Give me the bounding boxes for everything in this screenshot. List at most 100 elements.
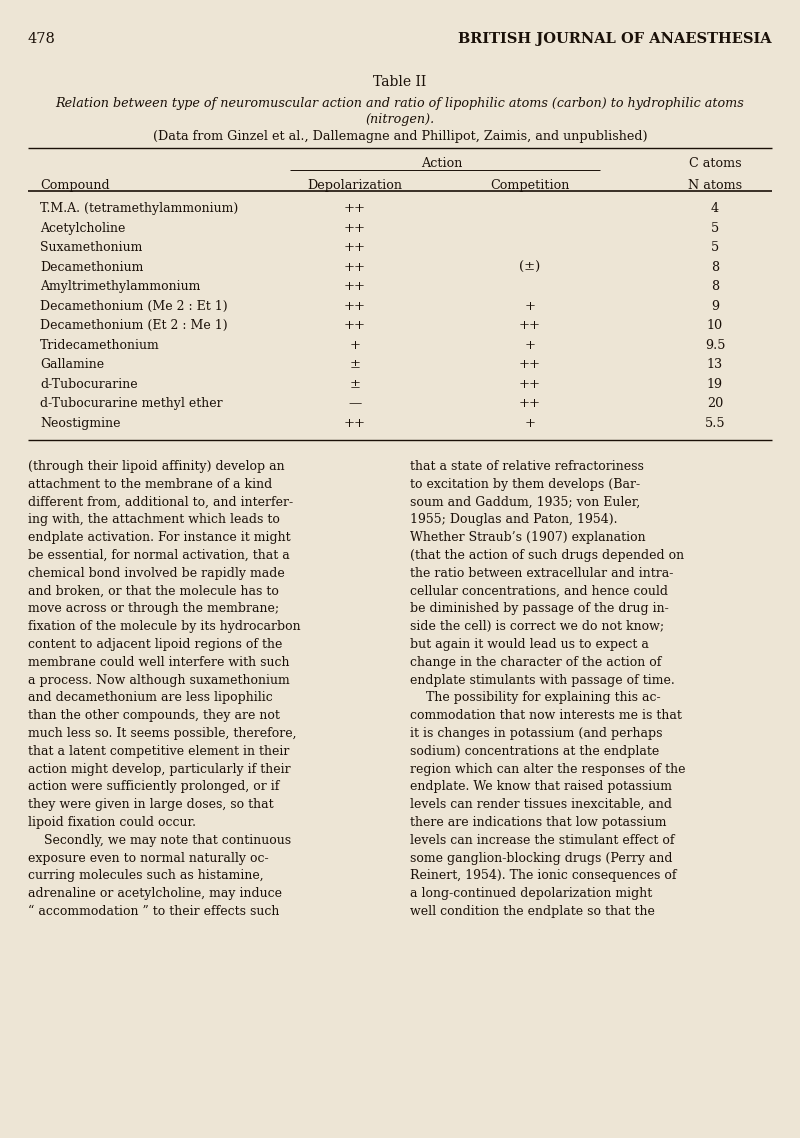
Text: and broken, or that the molecule has to: and broken, or that the molecule has to <box>28 585 279 597</box>
Text: attachment to the membrane of a kind: attachment to the membrane of a kind <box>28 478 272 490</box>
Text: +: + <box>525 417 535 429</box>
Text: 13: 13 <box>707 358 723 371</box>
Text: T.M.A. (tetramethylammonium): T.M.A. (tetramethylammonium) <box>40 203 238 215</box>
Text: they were given in large doses, so that: they were given in large doses, so that <box>28 798 274 811</box>
Text: Tridecamethonium: Tridecamethonium <box>40 338 160 352</box>
Text: endplate. We know that raised potassium: endplate. We know that raised potassium <box>410 781 672 793</box>
Text: BRITISH JOURNAL OF ANAESTHESIA: BRITISH JOURNAL OF ANAESTHESIA <box>458 32 772 46</box>
Text: the ratio between extracellular and intra-: the ratio between extracellular and intr… <box>410 567 674 579</box>
Text: content to adjacent lipoid regions of the: content to adjacent lipoid regions of th… <box>28 638 282 651</box>
Text: “ accommodation ” to their effects such: “ accommodation ” to their effects such <box>28 905 279 918</box>
Text: N atoms: N atoms <box>688 179 742 192</box>
Text: (that the action of such drugs depended on: (that the action of such drugs depended … <box>410 549 684 562</box>
Text: Whether Straub’s (1907) explanation: Whether Straub’s (1907) explanation <box>410 531 646 544</box>
Text: Secondly, we may note that continuous: Secondly, we may note that continuous <box>28 834 291 847</box>
Text: (through their lipoid affinity) develop an: (through their lipoid affinity) develop … <box>28 460 285 473</box>
Text: endplate activation. For instance it might: endplate activation. For instance it mig… <box>28 531 290 544</box>
Text: (±): (±) <box>519 261 541 273</box>
Text: d-Tubocurarine methyl ether: d-Tubocurarine methyl ether <box>40 397 222 410</box>
Text: 8: 8 <box>711 261 719 273</box>
Text: commodation that now interests me is that: commodation that now interests me is tha… <box>410 709 682 723</box>
Text: Relation between type of neuromuscular action and ratio of lipophilic atoms (car: Relation between type of neuromuscular a… <box>56 97 744 110</box>
Text: Amyltrimethylammonium: Amyltrimethylammonium <box>40 280 200 292</box>
Text: 5: 5 <box>711 222 719 234</box>
Text: soum and Gaddum, 1935; von Euler,: soum and Gaddum, 1935; von Euler, <box>410 496 640 509</box>
Text: endplate stimulants with passage of time.: endplate stimulants with passage of time… <box>410 674 674 686</box>
Text: it is changes in potassium (and perhaps: it is changes in potassium (and perhaps <box>410 727 662 740</box>
Text: ++: ++ <box>344 417 366 429</box>
Text: The possibility for explaining this ac-: The possibility for explaining this ac- <box>410 692 661 704</box>
Text: ++: ++ <box>344 280 366 292</box>
Text: region which can alter the responses of the: region which can alter the responses of … <box>410 762 686 776</box>
Text: levels can increase the stimulant effect of: levels can increase the stimulant effect… <box>410 834 674 847</box>
Text: action might develop, particularly if their: action might develop, particularly if th… <box>28 762 290 776</box>
Text: —: — <box>348 397 362 410</box>
Text: 8: 8 <box>711 280 719 292</box>
Text: some ganglion-blocking drugs (Perry and: some ganglion-blocking drugs (Perry and <box>410 851 673 865</box>
Text: Decamethonium: Decamethonium <box>40 261 143 273</box>
Text: +: + <box>350 338 361 352</box>
Text: a long-continued depolarization might: a long-continued depolarization might <box>410 888 652 900</box>
Text: Suxamethonium: Suxamethonium <box>40 241 142 254</box>
Text: ing with, the attachment which leads to: ing with, the attachment which leads to <box>28 513 280 527</box>
Text: side the cell) is correct we do not know;: side the cell) is correct we do not know… <box>410 620 664 633</box>
Text: ++: ++ <box>344 222 366 234</box>
Text: sodium) concentrations at the endplate: sodium) concentrations at the endplate <box>410 744 659 758</box>
Text: well condition the endplate so that the: well condition the endplate so that the <box>410 905 655 918</box>
Text: move across or through the membrane;: move across or through the membrane; <box>28 602 279 616</box>
Text: (Data from Ginzel et al., Dallemagne and Phillipot, Zaimis, and unpublished): (Data from Ginzel et al., Dallemagne and… <box>153 130 647 143</box>
Text: lipoid fixation could occur.: lipoid fixation could occur. <box>28 816 196 828</box>
Text: 5: 5 <box>711 241 719 254</box>
Text: exposure even to normal naturally oc-: exposure even to normal naturally oc- <box>28 851 269 865</box>
Text: adrenaline or acetylcholine, may induce: adrenaline or acetylcholine, may induce <box>28 888 282 900</box>
Text: +: + <box>525 338 535 352</box>
Text: change in the character of the action of: change in the character of the action of <box>410 655 662 669</box>
Text: Decamethonium (Me 2 : Et 1): Decamethonium (Me 2 : Et 1) <box>40 299 228 313</box>
Text: Action: Action <box>422 157 462 170</box>
Text: Competition: Competition <box>490 179 570 192</box>
Text: 4: 4 <box>711 203 719 215</box>
Text: membrane could well interfere with such: membrane could well interfere with such <box>28 655 290 669</box>
Text: Reinert, 1954). The ionic consequences of: Reinert, 1954). The ionic consequences o… <box>410 869 677 882</box>
Text: Depolarization: Depolarization <box>307 179 402 192</box>
Text: cellular concentrations, and hence could: cellular concentrations, and hence could <box>410 585 668 597</box>
Text: 1955; Douglas and Paton, 1954).: 1955; Douglas and Paton, 1954). <box>410 513 618 527</box>
Text: that a state of relative refractoriness: that a state of relative refractoriness <box>410 460 644 473</box>
Text: ++: ++ <box>519 378 541 390</box>
Text: fixation of the molecule by its hydrocarbon: fixation of the molecule by its hydrocar… <box>28 620 301 633</box>
Text: Decamethonium (Et 2 : Me 1): Decamethonium (Et 2 : Me 1) <box>40 319 228 332</box>
Text: ++: ++ <box>344 241 366 254</box>
Text: ++: ++ <box>344 299 366 313</box>
Text: a process. Now although suxamethonium: a process. Now although suxamethonium <box>28 674 290 686</box>
Text: ++: ++ <box>344 203 366 215</box>
Text: 19: 19 <box>707 378 723 390</box>
Text: Compound: Compound <box>40 179 110 192</box>
Text: different from, additional to, and interfer-: different from, additional to, and inter… <box>28 496 293 509</box>
Text: and decamethonium are less lipophilic: and decamethonium are less lipophilic <box>28 692 273 704</box>
Text: C atoms: C atoms <box>689 157 742 170</box>
Text: be essential, for normal activation, that a: be essential, for normal activation, tha… <box>28 549 290 562</box>
Text: that a latent competitive element in their: that a latent competitive element in the… <box>28 744 290 758</box>
Text: 20: 20 <box>707 397 723 410</box>
Text: (nitrogen).: (nitrogen). <box>366 113 434 126</box>
Text: much less so. It seems possible, therefore,: much less so. It seems possible, therefo… <box>28 727 297 740</box>
Text: be diminished by passage of the drug in-: be diminished by passage of the drug in- <box>410 602 669 616</box>
Text: ++: ++ <box>519 319 541 332</box>
Text: Table II: Table II <box>374 75 426 89</box>
Text: curring molecules such as histamine,: curring molecules such as histamine, <box>28 869 264 882</box>
Text: 478: 478 <box>28 32 56 46</box>
Text: d-Tubocurarine: d-Tubocurarine <box>40 378 138 390</box>
Text: levels can render tissues inexcitable, and: levels can render tissues inexcitable, a… <box>410 798 672 811</box>
Text: ++: ++ <box>519 358 541 371</box>
Text: chemical bond involved be rapidly made: chemical bond involved be rapidly made <box>28 567 285 579</box>
Text: than the other compounds, they are not: than the other compounds, they are not <box>28 709 280 723</box>
Text: ±: ± <box>350 378 361 390</box>
Text: ++: ++ <box>344 319 366 332</box>
Text: 9: 9 <box>711 299 719 313</box>
Text: Acetylcholine: Acetylcholine <box>40 222 126 234</box>
Text: 5.5: 5.5 <box>705 417 726 429</box>
Text: action were sufficiently prolonged, or if: action were sufficiently prolonged, or i… <box>28 781 279 793</box>
Text: 9.5: 9.5 <box>705 338 726 352</box>
Text: but again it would lead us to expect a: but again it would lead us to expect a <box>410 638 649 651</box>
Text: Neostigmine: Neostigmine <box>40 417 121 429</box>
